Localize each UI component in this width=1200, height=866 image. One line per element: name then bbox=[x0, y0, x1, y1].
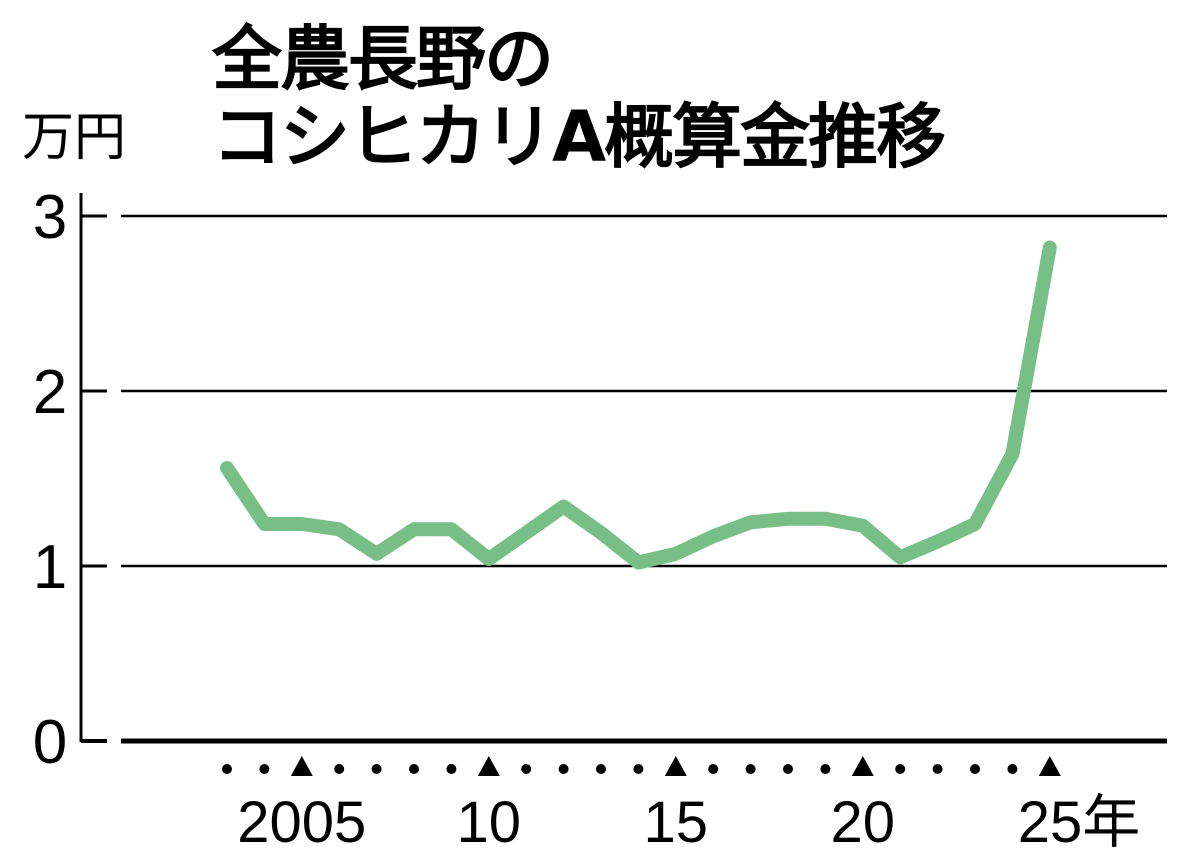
y-axis-unit-label: 万円 bbox=[22, 108, 127, 168]
x-tick-label: 15 bbox=[644, 790, 709, 855]
minor-year-marker-icon bbox=[558, 764, 569, 774]
minor-year-marker-icon bbox=[783, 764, 793, 774]
minor-year-marker-icon bbox=[745, 764, 756, 774]
minor-year-marker-icon bbox=[596, 764, 606, 774]
minor-year-marker-icon bbox=[708, 764, 719, 774]
x-tick-label: 25年 bbox=[1018, 790, 1141, 855]
y-tick-label: 0 bbox=[33, 708, 67, 777]
chart-title-line2: コシヒカリA概算金推移 bbox=[212, 96, 946, 178]
minor-year-marker-icon bbox=[259, 764, 270, 774]
x-tick-label: 20 bbox=[831, 790, 896, 855]
minor-year-marker-icon bbox=[222, 764, 232, 774]
minor-year-marker-icon bbox=[970, 764, 980, 774]
y-tick-label: 3 bbox=[33, 183, 67, 252]
major-year-marker-icon bbox=[664, 756, 687, 776]
major-year-marker-icon bbox=[477, 756, 500, 776]
x-tick-label: 2005 bbox=[237, 790, 366, 855]
minor-year-marker-icon bbox=[521, 764, 532, 774]
minor-year-marker-icon bbox=[932, 764, 943, 774]
major-year-marker-icon bbox=[851, 756, 874, 776]
chart-title-line1: 全農長野の bbox=[212, 18, 554, 100]
y-tick-label: 1 bbox=[33, 533, 67, 602]
minor-year-marker-icon bbox=[1007, 764, 1018, 774]
minor-year-marker-icon bbox=[371, 764, 382, 774]
minor-year-marker-icon bbox=[633, 764, 644, 774]
minor-year-marker-icon bbox=[895, 764, 906, 774]
minor-year-marker-icon bbox=[334, 764, 345, 774]
minor-year-marker-icon bbox=[409, 764, 419, 774]
minor-year-marker-icon bbox=[446, 764, 457, 774]
major-year-marker-icon bbox=[1038, 756, 1061, 776]
y-tick-label: 2 bbox=[33, 358, 67, 427]
minor-year-marker-icon bbox=[820, 764, 831, 774]
x-tick-label: 10 bbox=[457, 790, 522, 855]
major-year-marker-icon bbox=[290, 756, 313, 776]
data-series-line bbox=[220, 240, 1057, 570]
